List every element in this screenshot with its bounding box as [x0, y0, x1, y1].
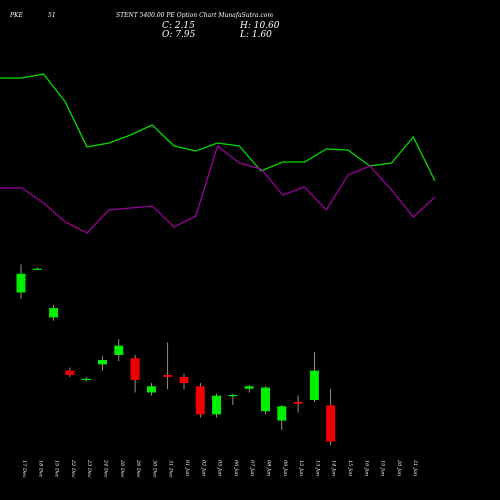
- candle: [16, 264, 26, 299]
- candle: [49, 305, 59, 321]
- candle: [179, 373, 189, 390]
- candle-body: [179, 376, 189, 384]
- close-value: C: 2.15: [162, 21, 195, 31]
- candle-body: [98, 360, 107, 365]
- date-tick-label: 16 Jan: [363, 460, 369, 476]
- candle: [228, 393, 238, 405]
- candle-body: [146, 386, 156, 393]
- date-tick-label: 22 Dec: [70, 459, 76, 478]
- chart-symbol: PKE: [9, 12, 24, 19]
- candle: [146, 383, 156, 396]
- candle-body: [32, 268, 42, 270]
- candle-body: [81, 378, 91, 380]
- chart-series: 51: [48, 12, 56, 19]
- date-tick-label: 24 Dec: [103, 459, 109, 478]
- date-tick-label: 05 Jan: [217, 460, 223, 476]
- date-tick-label: 17 Dec: [21, 460, 27, 478]
- candle-body: [163, 375, 173, 377]
- date-tick-label: 30 Dec: [151, 460, 157, 478]
- date-tick-label: 12 Jan: [298, 460, 304, 476]
- date-tick-label: 14 Jan: [331, 460, 337, 476]
- candle: [277, 405, 287, 430]
- candle: [261, 386, 270, 415]
- candle-body: [228, 395, 238, 397]
- candle: [293, 395, 303, 413]
- candle: [130, 355, 140, 393]
- candle-body: [277, 406, 287, 421]
- date-tick-label: 19 Jan: [380, 460, 386, 476]
- date-tick-label: 20 Jan: [396, 459, 402, 476]
- chart-title: STENT 5400.00 PE Option Chart MunafaSutr…: [116, 12, 273, 19]
- candle-body: [212, 395, 222, 415]
- candle-body: [49, 308, 59, 318]
- date-tick-label: 29 Dec: [135, 459, 141, 478]
- candle: [244, 385, 254, 393]
- candle-body: [326, 405, 336, 442]
- candle-body: [114, 345, 124, 355]
- candle: [195, 383, 205, 418]
- date-tick-label: 23 Dec: [86, 459, 92, 478]
- indicator-line-1: [0, 73, 436, 182]
- candle: [326, 388, 336, 445]
- date-tick-label: 02 Jan: [200, 460, 206, 476]
- high-value: H: 10.60: [239, 21, 280, 31]
- candle: [98, 356, 107, 371]
- low-value: L: 1.60: [239, 30, 272, 40]
- date-tick-label: 21 Jan: [412, 459, 418, 476]
- date-tick-label: 06 Jan: [233, 460, 239, 476]
- candle: [81, 376, 91, 382]
- date-tick-label: 09 Jan: [282, 460, 288, 476]
- candle-body: [309, 370, 319, 400]
- date-axis: 17 Dec 18 Dec 19 Dec 22 Dec 23 Dec 24 Dec 26 D…: [21, 459, 418, 478]
- candle: [65, 367, 75, 377]
- candle-body: [16, 273, 26, 293]
- date-tick-label: 13 Jan: [314, 460, 320, 476]
- indicator-line-2: [0, 144, 436, 234]
- date-tick-label: 18 Dec: [37, 460, 43, 478]
- candlestick-series: [16, 264, 336, 445]
- candle: [212, 393, 222, 418]
- date-tick-label: 26 Dec: [119, 459, 125, 478]
- date-tick-label: 19 Dec: [54, 460, 60, 478]
- candle: [32, 267, 42, 270]
- indicator-lines: [0, 73, 436, 234]
- candle-body: [293, 401, 303, 404]
- candle: [309, 351, 319, 402]
- date-tick-label: 08 Jan: [266, 460, 272, 476]
- candle-body: [195, 386, 205, 415]
- candle-body: [244, 386, 254, 389]
- date-tick-label: 07 Jan: [249, 460, 255, 476]
- date-tick-label: 01 Jan: [184, 460, 190, 476]
- candle-body: [261, 387, 270, 412]
- candle-body: [65, 370, 75, 375]
- candle: [114, 339, 124, 362]
- open-value: O: 7.95: [162, 30, 196, 40]
- candle: [163, 342, 173, 390]
- date-tick-label: 31 Dec: [168, 460, 174, 478]
- candle-body: [130, 358, 140, 380]
- date-tick-label: 15 Jan: [347, 460, 353, 476]
